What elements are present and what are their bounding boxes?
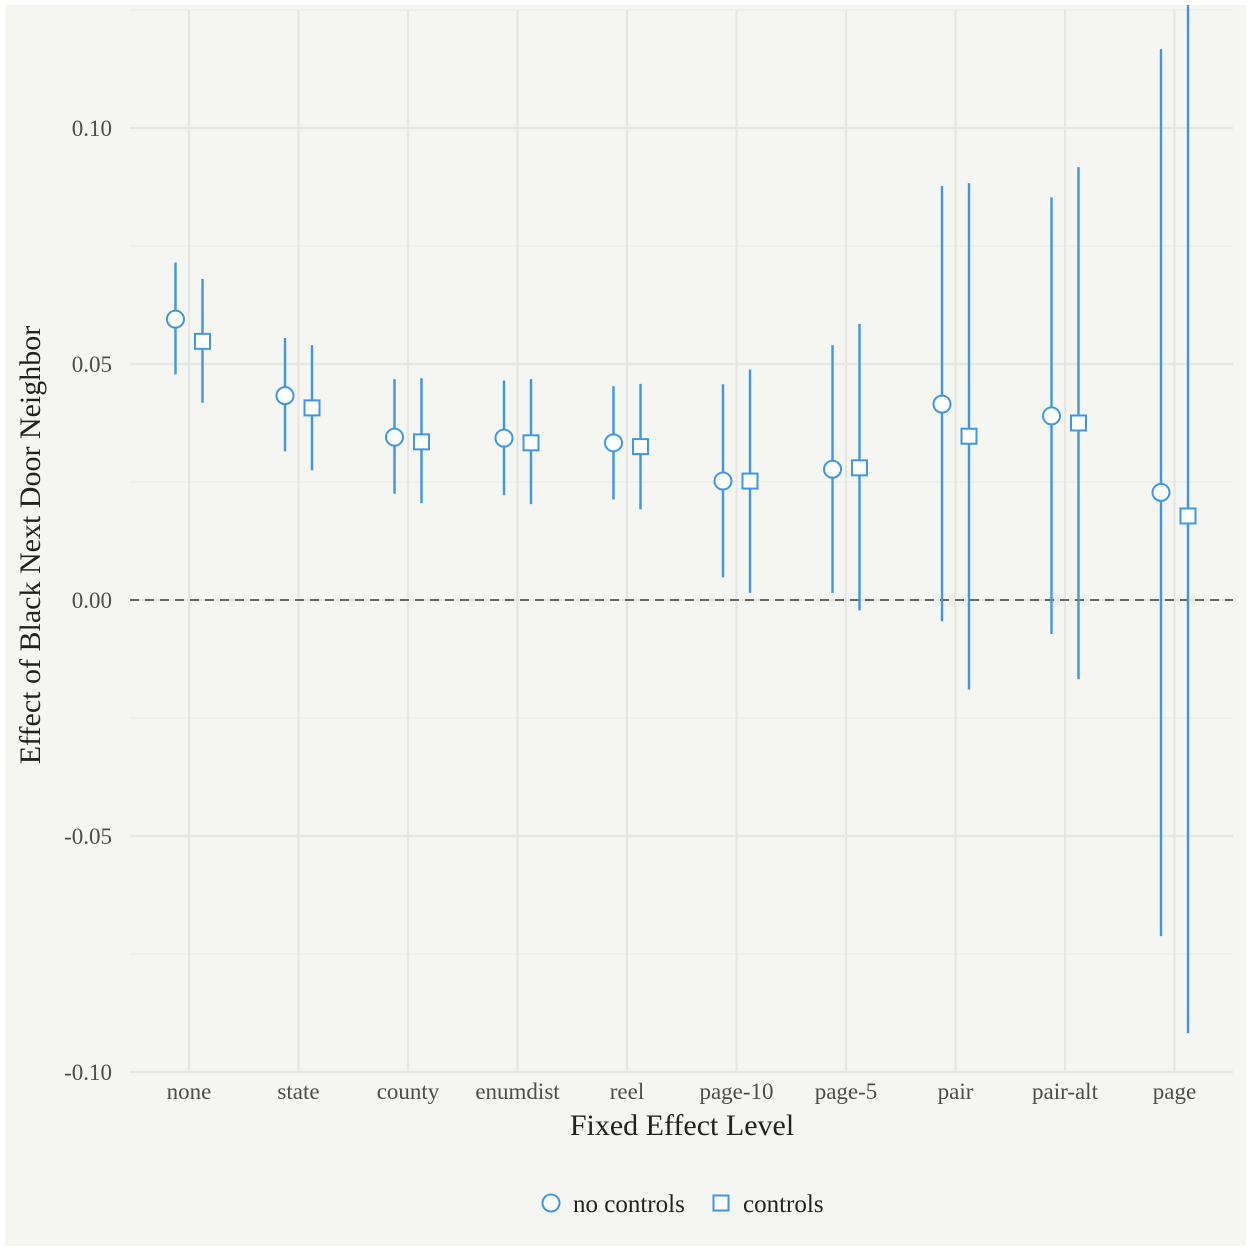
- point-marker: [413, 433, 430, 451]
- point-marker: [932, 394, 952, 414]
- point-marker: [494, 428, 514, 448]
- point-marker: [166, 309, 185, 329]
- chart: -0.10 -0.05 0.00 0.05 0.10 none state county en…: [5, 5, 1246, 1246]
- y-tick-label: 0.00: [72, 588, 112, 613]
- y-tick-label: 0.10: [72, 116, 112, 141]
- y-axis: -0.10 -0.05 0.00 0.05 0.10: [64, 116, 112, 1085]
- legend: no controls controls: [541, 1191, 824, 1218]
- point-marker: [604, 433, 623, 453]
- point-marker: [522, 434, 540, 452]
- point-marker: [741, 472, 759, 490]
- point-marker: [385, 427, 404, 447]
- point-marker: [713, 471, 733, 491]
- point-marker: [1042, 406, 1061, 426]
- legend-key-circle: [541, 1193, 561, 1213]
- x-tick-label: page: [1153, 1079, 1196, 1104]
- point-marker: [194, 332, 211, 350]
- point-marker: [960, 427, 978, 445]
- point-marker: [851, 459, 868, 477]
- legend-key-square: [712, 1194, 730, 1212]
- point-marker: [1179, 507, 1197, 525]
- x-tick-label: enumdist: [475, 1079, 560, 1104]
- x-axis-title: Fixed Effect Level: [570, 1109, 794, 1142]
- x-tick-label: state: [277, 1079, 319, 1104]
- point-marker: [1070, 414, 1087, 432]
- chart-svg: -0.10 -0.05 0.00 0.05 0.10 none state county en…: [14, 5, 1233, 1218]
- point-marker: [303, 399, 321, 417]
- x-tick-label: county: [377, 1079, 440, 1104]
- x-tick-label: none: [167, 1079, 212, 1104]
- plot-area: [130, 5, 1233, 1034]
- point-marker: [632, 438, 649, 456]
- legend-label: controls: [743, 1191, 824, 1218]
- y-tick-label: -0.10: [64, 1060, 112, 1085]
- x-tick-label: page-5: [815, 1079, 878, 1104]
- point-marker: [1151, 482, 1171, 502]
- y-tick-label: 0.05: [72, 352, 112, 377]
- x-tick-label: pair: [938, 1079, 974, 1104]
- point-marker: [823, 459, 842, 479]
- legend-label: no controls: [573, 1191, 685, 1218]
- x-tick-label: pair-alt: [1032, 1079, 1099, 1104]
- y-tick-label: -0.05: [64, 824, 112, 849]
- x-tick-label: page-10: [699, 1079, 773, 1104]
- point-marker: [275, 386, 295, 406]
- x-axis: none state county enumdist reel page-10 page-5…: [167, 1079, 1197, 1104]
- y-axis-title: Effect of Black Next Door Neighbor: [14, 326, 47, 764]
- x-tick-label: reel: [610, 1079, 644, 1104]
- grid: [130, 9, 1233, 1074]
